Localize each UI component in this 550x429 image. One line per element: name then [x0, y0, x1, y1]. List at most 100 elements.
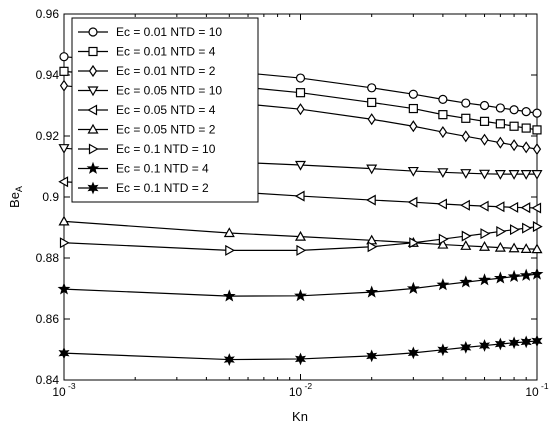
data-point: [479, 100, 490, 111]
legend-marker: [87, 86, 99, 97]
series-4: [58, 144, 543, 180]
x-tick-exponent: -1: [541, 381, 549, 391]
data-point: [460, 240, 472, 250]
data-point: [367, 113, 376, 126]
data-point: [437, 343, 449, 357]
data-point: [532, 143, 542, 156]
series-9: [58, 334, 543, 366]
data-point: [59, 237, 70, 249]
data-point: [480, 228, 491, 240]
data-point: [520, 170, 532, 180]
legend: Ec = 0.01 NTD = 10 Ec = 0.01 NTD = 4 Ec = …: [71, 17, 259, 203]
data-point: [294, 160, 307, 171]
legend-entry: Ec = 0.05 NTD = 4: [78, 103, 216, 117]
legend-marker: [88, 46, 98, 57]
data-point: [408, 103, 418, 114]
x-axis-label: Kn: [292, 409, 308, 424]
data-point: [478, 273, 491, 286]
data-point: [532, 108, 542, 118]
data-point: [494, 337, 506, 351]
data-point: [59, 52, 69, 62]
data-point: [367, 97, 377, 108]
data-point: [521, 106, 531, 117]
legend-label: Ec = 0.01 NTD = 4: [116, 45, 216, 59]
data-point: [407, 166, 419, 177]
data-point: [296, 103, 305, 116]
legend-marker: [86, 161, 100, 174]
data-point: [438, 94, 448, 105]
data-point: [509, 139, 519, 152]
data-point: [294, 190, 305, 202]
data-point: [295, 73, 306, 83]
data-point: [223, 227, 235, 238]
series-6: [58, 215, 543, 254]
data-point: [57, 282, 71, 295]
data-point: [494, 170, 506, 180]
data-point: [479, 339, 491, 352]
legend-entry: Ec = 0.01 NTD = 2: [78, 64, 216, 78]
data-point: [508, 201, 519, 213]
data-point: [225, 244, 236, 256]
data-point: [495, 119, 505, 129]
series-layer: [57, 52, 544, 366]
data-point: [520, 335, 532, 349]
data-point: [494, 201, 505, 213]
data-point: [58, 144, 70, 154]
y-axis-label-subscript: A: [14, 186, 24, 192]
data-point: [295, 88, 306, 98]
legend-marker: [88, 27, 98, 37]
x-axis: 10 -3 10 -2 10 -1: [52, 14, 549, 399]
data-point: [479, 169, 491, 180]
legend-label: Ec = 0.01 NTD = 10: [116, 25, 222, 39]
data-point: [408, 89, 418, 99]
data-point: [522, 222, 532, 234]
data-point: [438, 125, 448, 139]
data-point: [532, 221, 543, 233]
legend-entry: Ec = 0.05 NTD = 2: [78, 123, 216, 137]
data-point: [496, 136, 505, 149]
series-7: [59, 221, 543, 256]
data-point: [521, 123, 531, 133]
y-axis-label: BeA: [7, 186, 24, 208]
legend-label: Ec = 0.05 NTD = 4: [116, 103, 216, 117]
data-point: [294, 352, 307, 366]
legend-entry: Ec = 0.1 NTD = 10: [78, 142, 216, 156]
data-point: [531, 202, 542, 214]
y-tick-label: 0.9: [42, 190, 59, 204]
data-point: [367, 83, 377, 93]
legend-label: Ec = 0.1 NTD = 4: [116, 162, 209, 176]
y-tick-label: 0.86: [36, 312, 60, 326]
data-point: [509, 121, 519, 131]
data-point: [508, 336, 520, 350]
legend-marker: [87, 123, 99, 134]
data-point: [479, 116, 490, 126]
data-point: [531, 170, 543, 180]
legend-marker: [87, 181, 99, 195]
series-3: [59, 79, 542, 156]
data-point: [294, 289, 307, 302]
data-point: [437, 168, 449, 179]
data-point: [367, 241, 378, 253]
data-point: [407, 346, 419, 360]
data-point: [365, 194, 376, 206]
data-point: [436, 278, 450, 291]
legend-marker: [87, 104, 98, 116]
data-point: [532, 125, 542, 135]
data-point: [530, 267, 544, 280]
data-point: [438, 233, 449, 245]
data-point: [531, 243, 543, 254]
data-point: [508, 170, 520, 180]
data-point: [438, 110, 448, 120]
data-point: [519, 268, 533, 281]
data-point: [479, 240, 491, 251]
x-tick-exponent: -3: [68, 381, 76, 391]
legend-entry: Ec = 0.01 NTD = 10: [78, 25, 222, 39]
legend-label: Ec = 0.01 NTD = 2: [116, 64, 216, 78]
data-point: [409, 237, 420, 249]
y-axis-label-base: Be: [7, 192, 22, 208]
legend-marker: [88, 64, 98, 78]
data-point: [406, 281, 420, 294]
legend-entry: Ec = 0.1 NTD = 2: [78, 181, 209, 195]
data-point: [496, 225, 507, 237]
data-point: [461, 230, 472, 242]
